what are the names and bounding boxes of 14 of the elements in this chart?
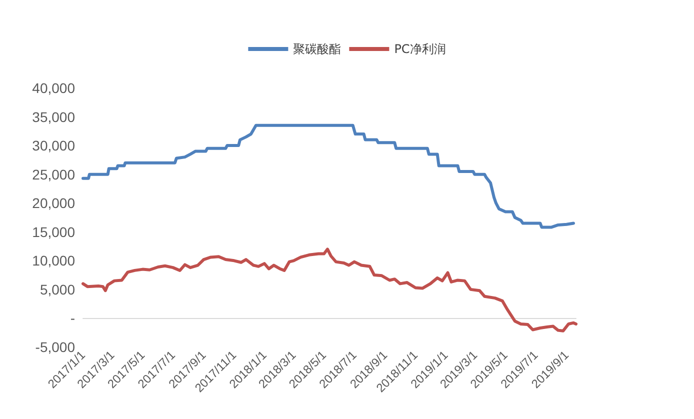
y-tick-label: 10,000 (32, 252, 76, 269)
line-series (82, 248, 578, 332)
line-series (82, 124, 576, 229)
legend-label: PC净利润 (394, 42, 446, 56)
y-tick-label: 5,000 (40, 281, 76, 298)
y-tick-label: 40,000 (32, 80, 76, 96)
y-tick-label: 30,000 (32, 138, 76, 154)
y-tick-label: - (70, 310, 76, 326)
y-tick-label: -5,000 (35, 339, 76, 355)
y-tick-label: 15,000 (32, 224, 76, 240)
y-tick-label: 20,000 (32, 195, 76, 212)
y-tick-label: 35,000 (32, 108, 76, 125)
legend-label: 聚碳酸酯 (293, 42, 342, 56)
y-tick-label: 25,000 (32, 166, 76, 182)
